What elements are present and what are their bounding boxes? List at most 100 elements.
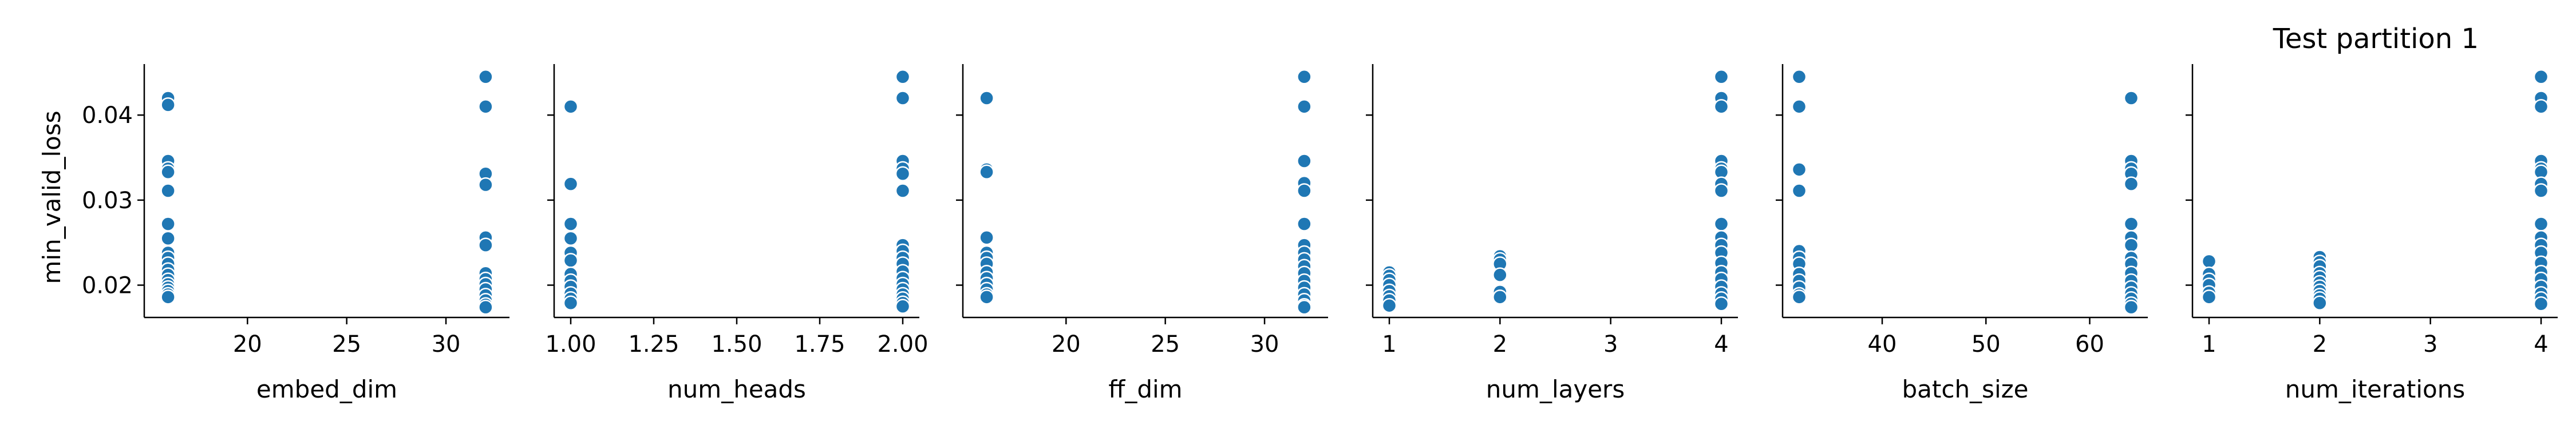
scatter-point: [1713, 69, 1729, 85]
scatter-point: [563, 231, 579, 246]
x-axis-label: num_iterations: [2285, 375, 2465, 403]
scatter-point: [160, 164, 176, 180]
scatter-point: [1297, 99, 1312, 114]
subplot-num_layers: 1 2 3 4 num_layers: [1366, 64, 1738, 403]
x-tick-label: 3: [2423, 331, 2437, 357]
scatter-point: [2533, 296, 2549, 312]
scatter-point: [895, 69, 911, 85]
scatter-point: [478, 299, 493, 315]
scatter-point: [2123, 237, 2139, 253]
scatter-point: [2201, 253, 2217, 269]
scatter-point: [2123, 176, 2139, 192]
x-tick-label: 25: [332, 331, 361, 357]
scatter-point: [1297, 216, 1312, 232]
subplot-embed_dim: 0.02 0.03 0.04 20 25 30 embed_dim: [82, 64, 509, 403]
y-tick-label: 0.02: [82, 273, 133, 299]
scatter-point: [979, 230, 994, 245]
subplot-num_iterations: 1 2 3 4 num_iterations: [2186, 64, 2558, 403]
scatter-point: [160, 216, 176, 232]
scatter-point: [895, 183, 911, 198]
scatter-point: [1381, 297, 1397, 313]
x-tick-label: 1.75: [794, 331, 845, 357]
x-tick-label: 2.00: [877, 331, 928, 357]
scatter-point: [979, 90, 994, 106]
scatter-point: [1297, 153, 1312, 169]
scatter-point: [979, 164, 994, 180]
scatter-point: [1713, 296, 1729, 312]
scatter-point: [563, 99, 579, 114]
y-tick-label: 0.04: [82, 102, 133, 129]
x-tick-label: 1.25: [628, 331, 679, 357]
subplot-batch_size: 40 50 60 batch_size: [1776, 64, 2148, 403]
x-tick-label: 30: [1250, 331, 1279, 357]
scatter-point: [160, 289, 176, 305]
scatter-point: [2533, 183, 2549, 198]
subplot-num_heads: 1.00 1.25 1.50 1.75 2.00 num_heads: [545, 64, 929, 403]
x-tick-label: 2: [2313, 331, 2327, 357]
y-tick-label: 0.03: [82, 188, 133, 214]
scatter-point: [563, 253, 579, 268]
x-tick-label: 4: [2534, 331, 2548, 357]
scatter-point: [2533, 69, 2549, 85]
scatter-point: [1492, 267, 1508, 283]
x-axis-label: batch_size: [1902, 375, 2028, 403]
scatter-point: [563, 295, 579, 311]
scatter-point: [160, 183, 176, 198]
scatter-point: [1713, 99, 1729, 114]
scatter-point: [895, 90, 911, 106]
scatter-point: [1297, 69, 1312, 85]
x-tick-label: 4: [1714, 331, 1728, 357]
x-tick-label: 20: [233, 331, 262, 357]
x-tick-label: 40: [1868, 331, 1897, 357]
scatter-point: [160, 97, 176, 113]
scatter-point: [478, 99, 493, 114]
scatter-point: [478, 237, 493, 253]
scatter-point: [895, 166, 911, 182]
scatter-point: [478, 177, 493, 193]
x-tick-label: 1: [2202, 331, 2216, 357]
scatter-point: [563, 176, 579, 192]
x-axis-label: num_layers: [1486, 375, 1625, 403]
scatter-point: [1791, 69, 1807, 85]
scatter-point: [1297, 299, 1312, 315]
x-tick-label: 1: [1382, 331, 1396, 357]
scatter-point: [1492, 289, 1508, 305]
scatter-point: [1791, 99, 1807, 114]
scatter-point: [2533, 216, 2549, 232]
x-tick-label: 60: [2075, 331, 2104, 357]
x-tick-label: 20: [1052, 331, 1081, 357]
x-tick-label: 3: [1603, 331, 1618, 357]
figure-title: Test partition 1: [2273, 23, 2479, 55]
x-tick-label: 1.50: [711, 331, 762, 357]
scatter-point: [2312, 295, 2328, 311]
x-tick-label: 2: [1493, 331, 1507, 357]
scatter-point: [563, 216, 579, 232]
scatter-point: [1791, 162, 1807, 177]
x-axis-label: ff_dim: [1108, 375, 1182, 403]
scatter-point: [979, 289, 994, 305]
y-axis-label: min_valid_loss: [38, 111, 66, 284]
x-tick-label: 25: [1151, 331, 1180, 357]
scatter-point: [1713, 216, 1729, 232]
scatter-point: [160, 231, 176, 246]
scatter-point: [2123, 299, 2139, 315]
scatter-point: [1713, 183, 1729, 198]
scatter-point: [2201, 289, 2217, 305]
scatter-point: [2533, 99, 2549, 114]
scatter-point: [1791, 183, 1807, 198]
x-tick-label: 30: [432, 331, 461, 357]
x-axis-label: embed_dim: [256, 375, 397, 403]
scatter-point: [895, 299, 911, 314]
scatter-point: [2123, 216, 2139, 232]
scatter-point: [2123, 90, 2139, 106]
scatter-point: [1297, 183, 1312, 198]
x-tick-label: 1.00: [545, 331, 596, 357]
scatter-point: [478, 69, 493, 85]
scatter-point: [1791, 289, 1807, 305]
subplot-ff_dim: 20 25 30 ff_dim: [956, 64, 1328, 403]
x-tick-label: 50: [1971, 331, 2001, 357]
x-axis-label: num_heads: [667, 375, 806, 403]
